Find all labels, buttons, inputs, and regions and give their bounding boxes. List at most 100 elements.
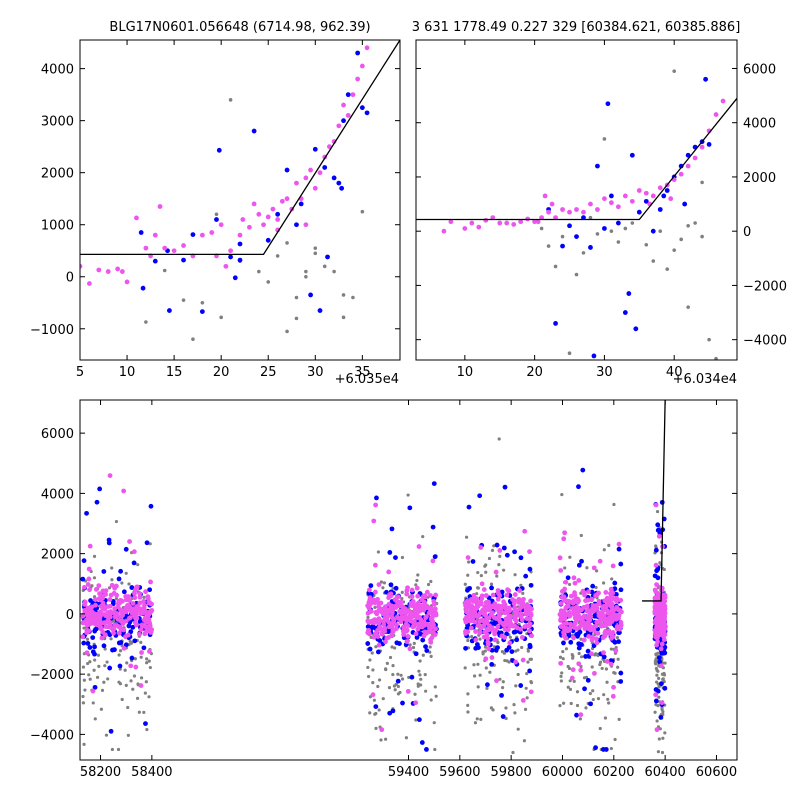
bottom-point xyxy=(611,684,616,690)
top-right-x-tick-label: 40 xyxy=(666,365,683,380)
bottom-point xyxy=(466,573,470,577)
bottom-point xyxy=(520,657,526,663)
bottom-point xyxy=(661,710,665,714)
bottom-point xyxy=(599,610,605,616)
bottom-point xyxy=(366,615,370,619)
bottom-point xyxy=(400,590,404,594)
bottom-point xyxy=(428,593,433,598)
bottom-point xyxy=(582,592,587,598)
bottom-point xyxy=(90,688,96,694)
bottom-point xyxy=(114,596,118,601)
top-left-point xyxy=(351,295,355,300)
top-left-point xyxy=(190,232,196,238)
bottom-point xyxy=(368,658,372,662)
bottom-point xyxy=(479,573,483,578)
bottom-point xyxy=(500,714,506,719)
bottom-point xyxy=(512,623,518,629)
bottom-point xyxy=(657,659,663,665)
bottom-point xyxy=(430,558,436,564)
bottom-point xyxy=(504,716,508,721)
bottom-point xyxy=(579,558,584,564)
top-left-point xyxy=(228,248,233,254)
bottom-point xyxy=(95,622,100,628)
top-right-point xyxy=(490,215,496,221)
bottom-point xyxy=(489,706,493,710)
bottom-point xyxy=(492,544,496,548)
bottom-point xyxy=(81,585,87,590)
top-left-point xyxy=(240,217,246,222)
bottom-point xyxy=(527,621,533,627)
top-right-point xyxy=(629,198,635,204)
bottom-point xyxy=(588,691,592,696)
bottom-point xyxy=(407,675,411,680)
bottom-point xyxy=(430,524,436,530)
bottom-x-tick-label: 60600 xyxy=(696,765,737,780)
top-right-point xyxy=(678,163,684,169)
top-right-point xyxy=(581,215,586,221)
top-left-point xyxy=(200,300,205,305)
top-right-point xyxy=(672,69,676,73)
bottom-point xyxy=(128,607,133,613)
bottom-point xyxy=(602,607,607,613)
bottom-point xyxy=(379,580,384,584)
bottom-point xyxy=(656,533,662,539)
top-right-y-tick-label: 4000 xyxy=(743,117,776,132)
bottom-point xyxy=(137,631,142,637)
bottom-point xyxy=(416,573,420,577)
top-right-y-tick-label: 6000 xyxy=(743,62,776,77)
bottom-point xyxy=(470,634,474,639)
bottom-point xyxy=(663,731,667,735)
bottom-point xyxy=(103,664,107,668)
bottom-point xyxy=(489,585,494,591)
bottom-point xyxy=(490,592,496,598)
bottom-point xyxy=(616,546,622,552)
bottom-point xyxy=(558,704,562,708)
bottom-point xyxy=(478,610,484,615)
top-left-point xyxy=(223,263,229,269)
top-left-point xyxy=(294,295,299,300)
bottom-point xyxy=(578,667,584,673)
bottom-point xyxy=(126,615,132,621)
bottom-point xyxy=(610,693,616,699)
bottom-point xyxy=(374,645,378,649)
bottom-point xyxy=(475,717,479,721)
top-left-point xyxy=(341,118,346,124)
top-left-point xyxy=(256,211,262,217)
bottom-point xyxy=(565,575,571,581)
bottom-point xyxy=(97,664,101,668)
bottom-point xyxy=(567,666,572,671)
top-right-point xyxy=(685,163,691,169)
top-left-x-tick-label: 35 xyxy=(354,365,371,380)
bottom-point xyxy=(561,650,565,654)
bottom-point xyxy=(125,632,131,638)
bottom-point xyxy=(497,437,501,441)
bottom-point xyxy=(476,586,480,590)
top-right-point xyxy=(553,320,558,326)
bottom-point xyxy=(112,606,118,612)
bottom-point xyxy=(98,611,104,617)
bottom-point xyxy=(603,590,609,595)
bottom-point xyxy=(379,738,383,742)
top-left-point xyxy=(143,245,149,251)
bottom-point xyxy=(522,739,527,743)
bottom-point xyxy=(487,556,492,561)
bottom-point xyxy=(602,548,606,552)
bottom-point xyxy=(586,589,591,595)
bottom-point xyxy=(80,576,86,582)
bottom-point xyxy=(499,589,505,595)
bottom-point xyxy=(525,696,529,700)
bottom-point xyxy=(612,586,618,592)
bottom-point xyxy=(93,597,98,602)
top-left-point xyxy=(285,241,289,245)
top-left-point xyxy=(284,196,290,202)
bottom-point xyxy=(117,663,123,669)
top-right-axes-frame xyxy=(415,39,738,361)
top-right-point xyxy=(664,188,670,193)
bottom-point xyxy=(479,581,485,587)
bottom-point xyxy=(116,576,122,582)
bottom-point xyxy=(473,721,478,725)
bottom-point xyxy=(506,645,512,650)
bottom-point xyxy=(566,685,570,689)
bottom-point xyxy=(414,718,418,722)
bottom-point xyxy=(376,582,382,588)
